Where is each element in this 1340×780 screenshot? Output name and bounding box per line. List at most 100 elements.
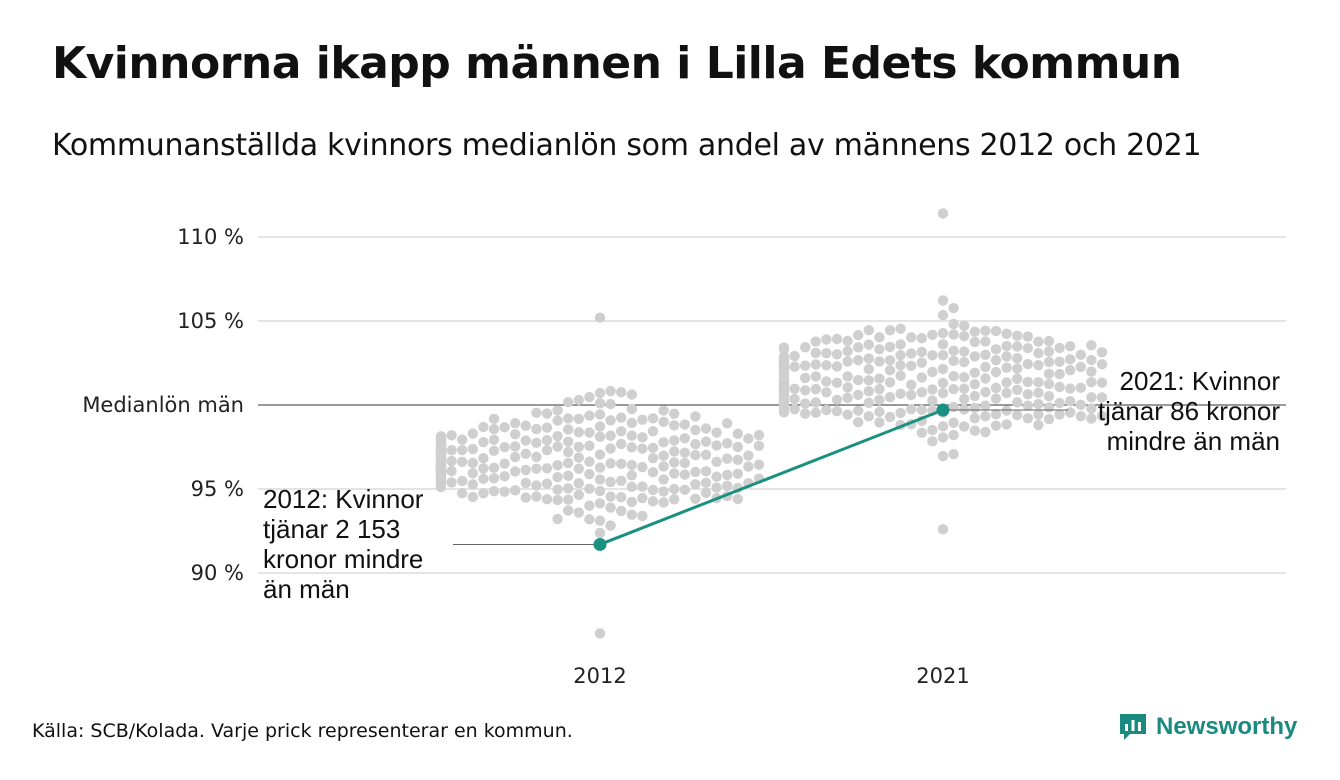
municipality-dot <box>647 442 659 454</box>
municipality-dot <box>647 484 659 496</box>
municipality-dot <box>457 444 468 456</box>
municipality-dot <box>605 491 616 502</box>
municipality-dot <box>789 393 800 405</box>
municipality-dot <box>969 413 980 424</box>
municipality-dot <box>457 487 468 499</box>
chart-subtitle: Kommunanställda kvinnors medianlön som a… <box>52 128 1202 163</box>
y-tick-label: Medianlön män <box>82 393 244 417</box>
municipality-dot <box>906 348 917 359</box>
brand-logo[interactable]: Newsworthy <box>1118 712 1297 742</box>
municipality-dot <box>980 426 991 438</box>
municipality-dot <box>669 457 680 468</box>
municipality-dot <box>626 509 637 520</box>
municipality-dot <box>1086 366 1097 377</box>
annotation-2021-line: 2021: Kvinnor <box>1119 366 1280 396</box>
municipality-dot <box>778 392 790 403</box>
municipality-dot <box>1096 359 1108 370</box>
municipality-dot <box>531 407 542 419</box>
municipality-dot <box>435 457 447 469</box>
municipality-dot <box>800 398 811 409</box>
municipality-dot <box>563 424 574 435</box>
municipality-dot <box>863 397 874 408</box>
municipality-dot <box>1001 362 1012 373</box>
municipality-dot <box>520 492 531 503</box>
municipality-dot <box>980 325 991 336</box>
municipality-dot <box>594 485 606 497</box>
municipality-dot <box>679 447 690 458</box>
municipality-dot <box>732 493 743 505</box>
municipality-dot <box>658 416 669 428</box>
y-tick-label: 95 % <box>190 477 244 501</box>
municipality-dot <box>732 428 743 439</box>
municipality-dot <box>541 463 553 474</box>
municipality-dot <box>626 481 637 492</box>
municipality-dot <box>510 429 521 440</box>
municipality-dot <box>863 353 874 364</box>
municipality-dot <box>637 492 648 504</box>
municipality-dot <box>690 479 701 490</box>
municipality-dot <box>1054 368 1065 380</box>
municipality-dot <box>778 362 790 373</box>
municipality-dot <box>1075 382 1087 394</box>
municipality-dot <box>874 406 885 418</box>
municipality-dot <box>810 359 821 370</box>
municipality-dot <box>616 458 627 470</box>
municipality-dot <box>927 424 938 436</box>
municipality-dot <box>637 461 648 473</box>
municipality-dot <box>499 486 510 497</box>
municipality-dot <box>552 513 563 525</box>
municipality-dot <box>916 372 927 383</box>
municipality-dot <box>722 480 733 491</box>
municipality-dot <box>732 441 743 453</box>
municipality-dot <box>821 347 832 359</box>
municipality-dot <box>1001 340 1012 352</box>
municipality-dot <box>488 473 500 484</box>
annotation-2012: 2012: Kvinnor tjänar 2 153 kronor mindre… <box>263 484 423 604</box>
municipality-dot <box>573 441 584 453</box>
municipality-dot <box>1065 340 1076 352</box>
municipality-dot <box>842 409 853 420</box>
municipality-dot <box>800 408 811 419</box>
municipality-dot <box>594 312 606 323</box>
municipality-dot <box>541 478 553 489</box>
municipality-dot <box>1001 419 1012 430</box>
municipality-dot <box>637 414 648 425</box>
municipality-dot <box>937 524 949 535</box>
municipality-dot <box>842 335 853 347</box>
municipality-dot <box>969 379 980 390</box>
municipality-dot <box>435 449 447 461</box>
municipality-dot <box>711 427 722 438</box>
municipality-dot <box>990 354 1002 366</box>
municipality-dot <box>743 461 754 472</box>
municipality-dot <box>488 486 500 497</box>
municipality-dot <box>605 520 616 531</box>
municipality-dot <box>435 475 447 486</box>
municipality-dot <box>552 484 563 495</box>
municipality-dot <box>959 372 970 383</box>
municipality-dot <box>637 510 648 522</box>
municipality-dot <box>853 374 864 386</box>
municipality-dot <box>1096 392 1108 403</box>
municipality-dot <box>669 435 680 446</box>
municipality-dot <box>616 491 627 503</box>
municipality-dot <box>605 502 616 513</box>
municipality-dot <box>573 394 584 406</box>
municipality-dot <box>626 417 637 429</box>
municipality-dot <box>626 470 637 481</box>
municipality-dot <box>1033 419 1044 431</box>
municipality-dot <box>1054 409 1065 420</box>
municipality-dot <box>520 448 531 460</box>
municipality-dot <box>594 474 606 485</box>
municipality-dot <box>467 491 478 503</box>
municipality-dot <box>679 457 690 469</box>
municipality-dot <box>743 450 754 461</box>
municipality-dot <box>510 417 521 429</box>
municipality-dot <box>969 336 980 348</box>
municipality-dot <box>916 357 927 368</box>
municipality-dot <box>1033 409 1044 420</box>
municipality-dot <box>937 450 949 462</box>
municipality-dot <box>937 295 949 306</box>
municipality-dot <box>1065 383 1076 394</box>
municipality-dot <box>853 329 864 341</box>
municipality-dot <box>446 455 457 467</box>
